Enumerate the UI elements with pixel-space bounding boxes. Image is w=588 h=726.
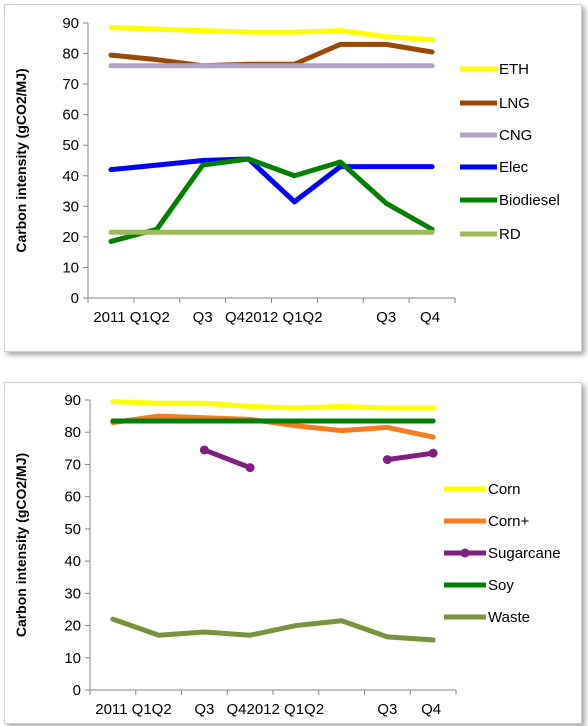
y-tick-label: 40	[62, 168, 79, 185]
series-sugarcane-line	[201, 447, 253, 471]
legend-label: Elec	[499, 159, 529, 176]
legend-label: Sugarcane	[488, 545, 561, 562]
legend-label: ETH	[499, 61, 529, 78]
y-tick-label: 20	[64, 618, 81, 635]
series-elec-line	[108, 156, 435, 205]
y-tick-label: 60	[62, 107, 79, 124]
series-corn-line	[110, 399, 436, 411]
y-tick-label: 70	[64, 456, 81, 473]
series-eth-line	[108, 25, 435, 43]
y-tick-label: 0	[73, 682, 81, 699]
series-biodiesel-line	[108, 156, 435, 244]
chart-panel-bottom: Carbon intensity (gCO2/MJ) 0 10 20 30 40 50 60 7…	[4, 382, 582, 724]
legend-label: CNG	[499, 127, 532, 144]
y-tick-label: 90	[62, 15, 79, 32]
y-tick-label: 10	[62, 259, 79, 276]
x-tick-label: Q4	[421, 701, 441, 718]
y-tick-label: 80	[64, 424, 81, 441]
legend-label: Soy	[488, 577, 514, 594]
y-tick-label: 50	[64, 521, 81, 538]
legend-label: Corn	[488, 481, 521, 498]
x-tick-label: Q3	[193, 309, 213, 326]
x-tick-label: Q3	[376, 309, 396, 326]
y-tick-label: 30	[62, 198, 79, 215]
y-tick-label: 0	[71, 290, 79, 307]
y-tick-label: 70	[62, 76, 79, 93]
chart-panel-top: Carbon intensity (gCO2/MJ) 0 10 20 30 40 50 60 7…	[4, 4, 582, 352]
x-tick-label: Q3	[194, 701, 214, 718]
legend-label: RD	[499, 226, 521, 243]
y-axis-label: Carbon intensity (gCO2/MJ)	[13, 68, 29, 252]
y-tick-label: 90	[64, 392, 81, 409]
y-tick-label: 30	[64, 585, 81, 602]
series-sugarcane-point	[382, 455, 392, 465]
series-lng-line	[108, 41, 435, 69]
legend-label: Waste	[488, 609, 530, 626]
series-waste-line	[110, 616, 436, 643]
x-tick-label: Q42012 Q1Q2	[225, 309, 323, 326]
x-tick-label: 2011 Q1Q2	[95, 701, 171, 718]
y-tick-label: 40	[64, 553, 81, 570]
y-tick-label: 50	[62, 137, 79, 154]
legend-label: Biodiesel	[499, 192, 560, 209]
chart-bottom: Carbon intensity (gCO2/MJ) 0 10 20 30 40 50 60 7…	[13, 392, 561, 718]
y-tick-label: 60	[64, 489, 81, 506]
x-tick-label: Q42012 Q1Q2	[226, 701, 324, 718]
series-sugarcane-point	[245, 463, 255, 473]
legend-label: LNG	[499, 95, 530, 112]
y-tick-label: 80	[62, 46, 79, 63]
series-sugarcane-point	[428, 448, 438, 458]
y-tick-label: 10	[64, 650, 81, 667]
x-tick-label: Q3	[377, 701, 397, 718]
series-sugarcane-line	[384, 450, 436, 463]
legend-marker-sugarcane	[460, 548, 470, 558]
x-tick-label: Q4	[420, 309, 440, 326]
x-tick-label: 2011 Q1Q2	[93, 309, 169, 326]
chart-top: Carbon intensity (gCO2/MJ) 0 10 20 30 40 50 60 7…	[13, 15, 560, 326]
y-axis-label: Carbon intensity (gCO2/MJ)	[13, 453, 29, 637]
legend-label: Corn+	[488, 513, 530, 530]
series-sugarcane-point	[199, 445, 209, 455]
y-tick-label: 20	[62, 229, 79, 246]
